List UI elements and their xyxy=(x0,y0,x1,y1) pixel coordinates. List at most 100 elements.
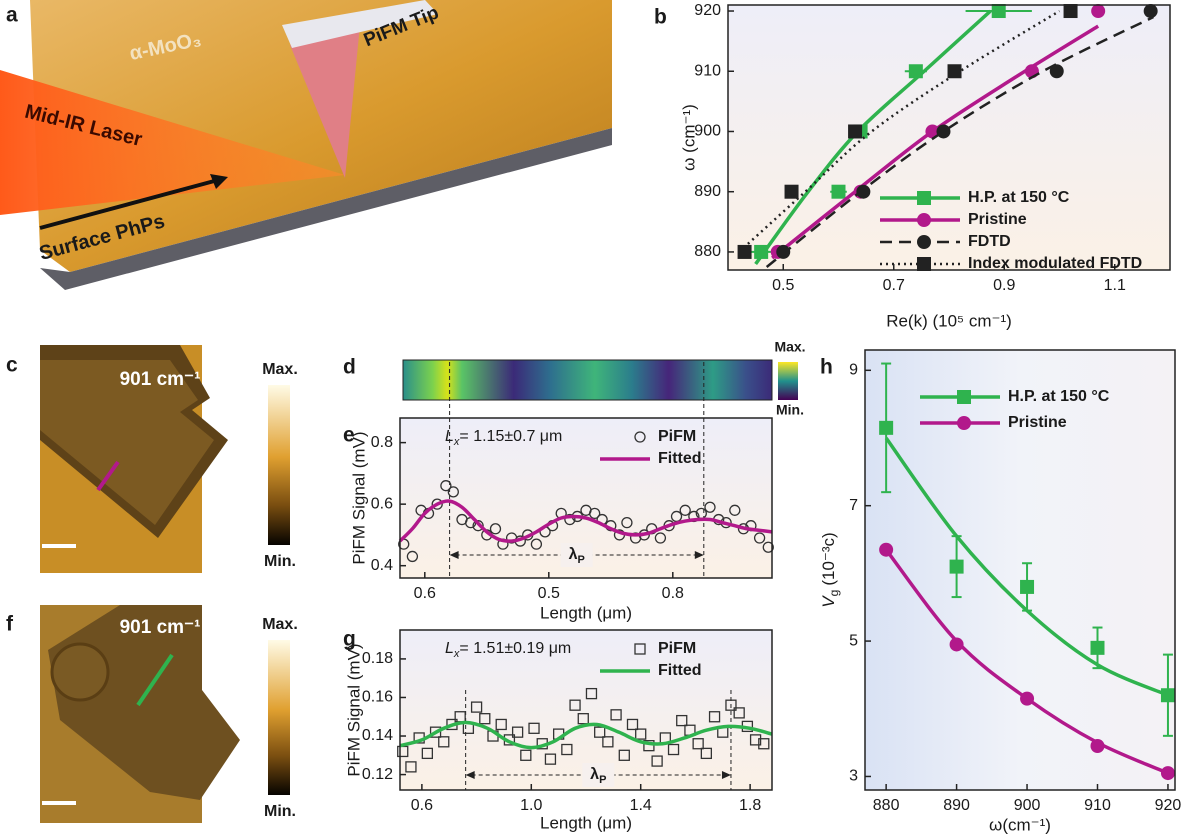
x-tick-label: 900 xyxy=(1014,797,1041,814)
legend-label: Pristine xyxy=(968,211,1027,228)
y-tick-label: 910 xyxy=(694,62,721,79)
marker xyxy=(1020,692,1034,706)
x-axis-label: ω(cm⁻¹) xyxy=(989,815,1051,834)
marker xyxy=(1091,641,1105,655)
label-part: P xyxy=(599,774,606,786)
x-tick-label: 1.4 xyxy=(630,797,652,814)
label-part: P xyxy=(577,554,584,566)
panel-label: b xyxy=(654,6,667,29)
colorbar-max: Max. xyxy=(262,616,298,633)
y-tick-label: 5 xyxy=(849,632,858,649)
marker xyxy=(1161,688,1175,702)
legend-label: H.P. at 150 °C xyxy=(968,189,1070,206)
colorbar-min: Min. xyxy=(264,803,296,820)
y-tick-label: 890 xyxy=(694,183,721,200)
image-c: 901 cm⁻¹ Max. Min. xyxy=(40,345,298,573)
label-part: (10⁻³c) xyxy=(819,532,838,585)
marker xyxy=(1091,739,1105,753)
bubble xyxy=(52,644,108,700)
y-tick-label: 0.12 xyxy=(362,766,393,783)
marker xyxy=(832,185,846,199)
colorbar xyxy=(268,640,290,795)
pifm-strip xyxy=(403,360,772,400)
chart: 0.61.01.41.80.120.140.160.18Length (μm)P… xyxy=(344,630,772,832)
x-axis-label: Length (μm) xyxy=(540,603,632,622)
chart: 8808909009109203579ω(cm⁻¹)Vg(10⁻³c)H.P. … xyxy=(819,350,1181,834)
legend-label: PiFM xyxy=(658,640,696,657)
x-tick-label: 0.6 xyxy=(414,585,436,602)
plot-area xyxy=(728,5,1170,270)
colorbar-max: Max. xyxy=(262,361,298,378)
marker xyxy=(1050,64,1064,78)
legend-label: Fitted xyxy=(658,662,702,679)
colorbar-min: Min. xyxy=(264,553,296,570)
marker xyxy=(776,245,790,259)
legend-label: FDTD xyxy=(968,233,1011,250)
marker xyxy=(917,213,931,227)
legend-label: PiFM xyxy=(658,428,696,445)
label: Lx= 1.15±0.7 μm xyxy=(445,428,562,448)
label-part: λ xyxy=(569,546,578,563)
marker xyxy=(1091,4,1105,18)
chart: 0.60.50.80.40.60.8Length (μm)PiFM Signal… xyxy=(349,362,773,622)
marker xyxy=(917,191,931,205)
marker xyxy=(917,235,931,249)
y-tick-label: 920 xyxy=(694,2,721,19)
marker xyxy=(1020,580,1034,594)
y-tick-label: 0.16 xyxy=(362,689,393,706)
marker xyxy=(936,124,950,138)
y-tick-label: 880 xyxy=(694,243,721,260)
x-tick-label: 0.5 xyxy=(538,585,560,602)
panel-label: f xyxy=(6,613,14,636)
x-tick-label: 890 xyxy=(943,797,970,814)
label-part: = 1.51±0.19 μm xyxy=(459,640,571,657)
panel-label: h xyxy=(820,356,833,379)
x-tick-label: 0.8 xyxy=(662,585,684,602)
y-tick-label: 7 xyxy=(849,497,858,514)
x-tick-label: 0.6 xyxy=(411,797,433,814)
panel-label: c xyxy=(6,354,18,377)
legend-label: Fitted xyxy=(658,450,702,467)
label-part: L xyxy=(445,428,454,445)
marker xyxy=(957,416,971,430)
y-tick-label: 0.18 xyxy=(362,650,393,667)
y-tick-label: 0.14 xyxy=(362,727,393,744)
y-axis-label: PiFM Signal (mV) xyxy=(344,643,363,776)
legend-label: H.P. at 150 °C xyxy=(1008,388,1110,405)
marker xyxy=(754,245,768,259)
y-tick-label: 0.8 xyxy=(371,434,393,451)
marker xyxy=(909,64,923,78)
marker xyxy=(848,124,862,138)
y-axis-label: PiFM Signal (mV) xyxy=(349,431,368,564)
image-f: 901 cm⁻¹ Max. Min. xyxy=(40,605,298,823)
x-tick-label: 1.1 xyxy=(1104,277,1126,294)
figure: α-MoO₃ PiFM Tip Mid-IR Laser Surface PhP… xyxy=(0,0,1185,836)
marker xyxy=(738,245,752,259)
y-tick-label: 3 xyxy=(849,768,858,785)
marker xyxy=(950,560,964,574)
x-axis-label: Length (μm) xyxy=(540,813,632,832)
colorbar-min: Min. xyxy=(776,402,804,418)
x-tick-label: 0.9 xyxy=(993,277,1015,294)
x-tick-label: 910 xyxy=(1084,797,1111,814)
x-tick-label: 920 xyxy=(1155,797,1182,814)
illustration: α-MoO₃ PiFM Tip Mid-IR Laser Surface PhP… xyxy=(0,0,612,290)
marker xyxy=(1161,766,1175,780)
marker xyxy=(1144,4,1158,18)
image-label: 901 cm⁻¹ xyxy=(120,369,201,390)
marker xyxy=(948,64,962,78)
y-axis-label: ω (cm⁻¹) xyxy=(679,104,698,171)
colorbar xyxy=(268,385,290,545)
image-label: 901 cm⁻¹ xyxy=(120,617,201,638)
panel-label: d xyxy=(343,356,356,379)
label: Vg(10⁻³c) xyxy=(819,532,841,607)
label-part: = 1.15±0.7 μm xyxy=(459,428,562,445)
marker xyxy=(1064,4,1078,18)
label-part: L xyxy=(445,640,454,657)
label: Lx= 1.51±0.19 μm xyxy=(445,640,571,660)
x-tick-label: 880 xyxy=(873,797,900,814)
colorbar xyxy=(778,362,798,400)
panel-label: a xyxy=(6,4,18,27)
label-part: g xyxy=(827,590,841,597)
strip-d: Max. Min. xyxy=(403,339,806,418)
